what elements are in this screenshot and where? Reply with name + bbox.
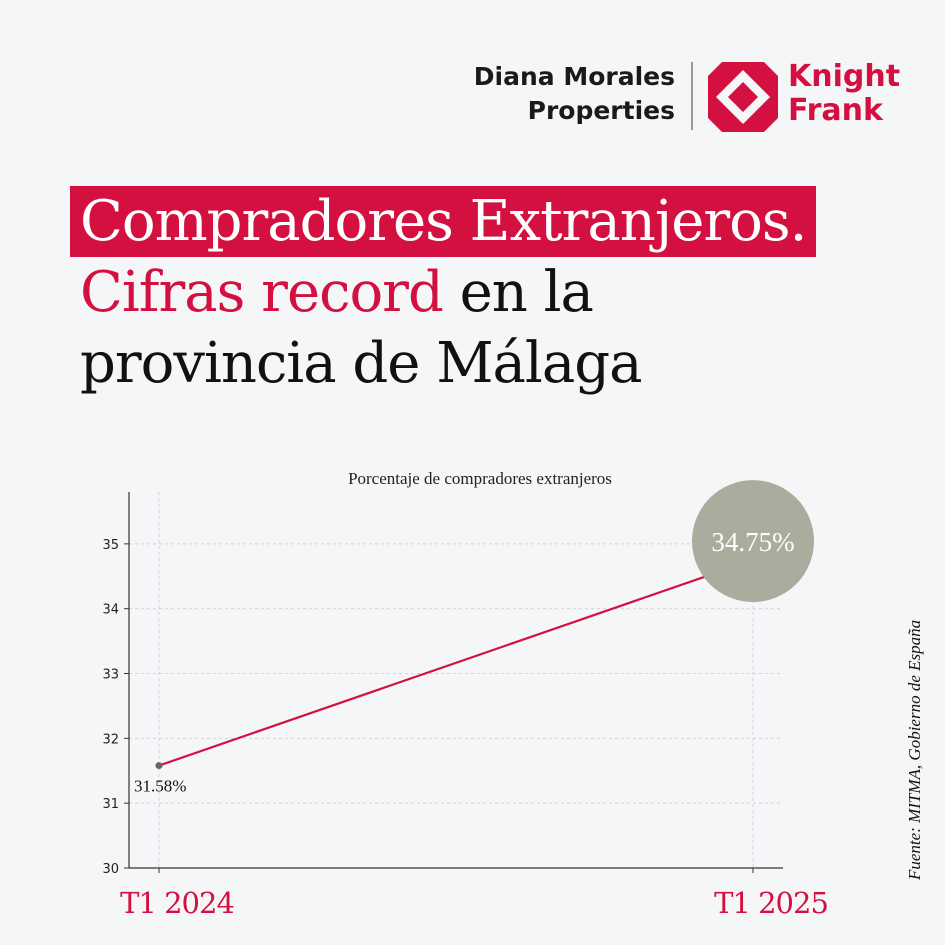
- headline-accent: Cifras record: [80, 260, 444, 325]
- brand-line2: Properties: [527, 96, 675, 125]
- x-tick-label: T1 2024: [120, 886, 234, 920]
- source-note: Fuente: MITMA, Gobierno de España: [905, 619, 924, 880]
- brand-line1: Diana Morales: [473, 62, 675, 91]
- kf-line2: Frank: [788, 93, 883, 128]
- headline-rest: en la: [442, 260, 594, 325]
- brand-divider: [691, 62, 693, 130]
- headline-line1: Compradores Extranjeros.: [70, 186, 817, 257]
- chart-title: Porcentaje de compradores extranjeros: [348, 469, 612, 488]
- y-tick-label: 30: [102, 862, 119, 877]
- y-tick-label: 33: [102, 668, 119, 683]
- headline-line3: provincia de Málaga: [80, 331, 642, 396]
- y-tick-label: 32: [102, 732, 119, 747]
- line-chart: Porcentaje de compradores extranjeros 30…: [102, 469, 829, 920]
- x-ticks: T1 2024 T1 2025: [120, 868, 829, 920]
- series-line: [158, 559, 754, 767]
- y-tick-label: 35: [102, 538, 119, 553]
- headline: Compradores Extranjeros. Cifras record e…: [70, 186, 900, 399]
- header: Diana Morales Properties Knight Frank: [0, 0, 945, 160]
- y-ticks: 30 31 32 33 34 35: [102, 538, 129, 877]
- data-point: [155, 762, 163, 770]
- chart-series: 31.58% 34.75%: [134, 480, 814, 796]
- x-tick-label: T1 2025: [714, 886, 828, 920]
- chart-grid: [129, 492, 783, 869]
- kf-line1: Knight: [788, 59, 901, 94]
- data-label: 31.58%: [134, 777, 186, 796]
- brand-diana-morales: Diana Morales Properties: [474, 60, 675, 128]
- y-tick-label: 34: [102, 603, 119, 618]
- knight-frank-wordmark: Knight Frank: [788, 60, 900, 128]
- highlight-bubble: [692, 480, 814, 603]
- data-label: 34.75%: [711, 527, 794, 557]
- knight-frank-logo-icon: [708, 62, 778, 132]
- y-tick-label: 31: [102, 797, 119, 812]
